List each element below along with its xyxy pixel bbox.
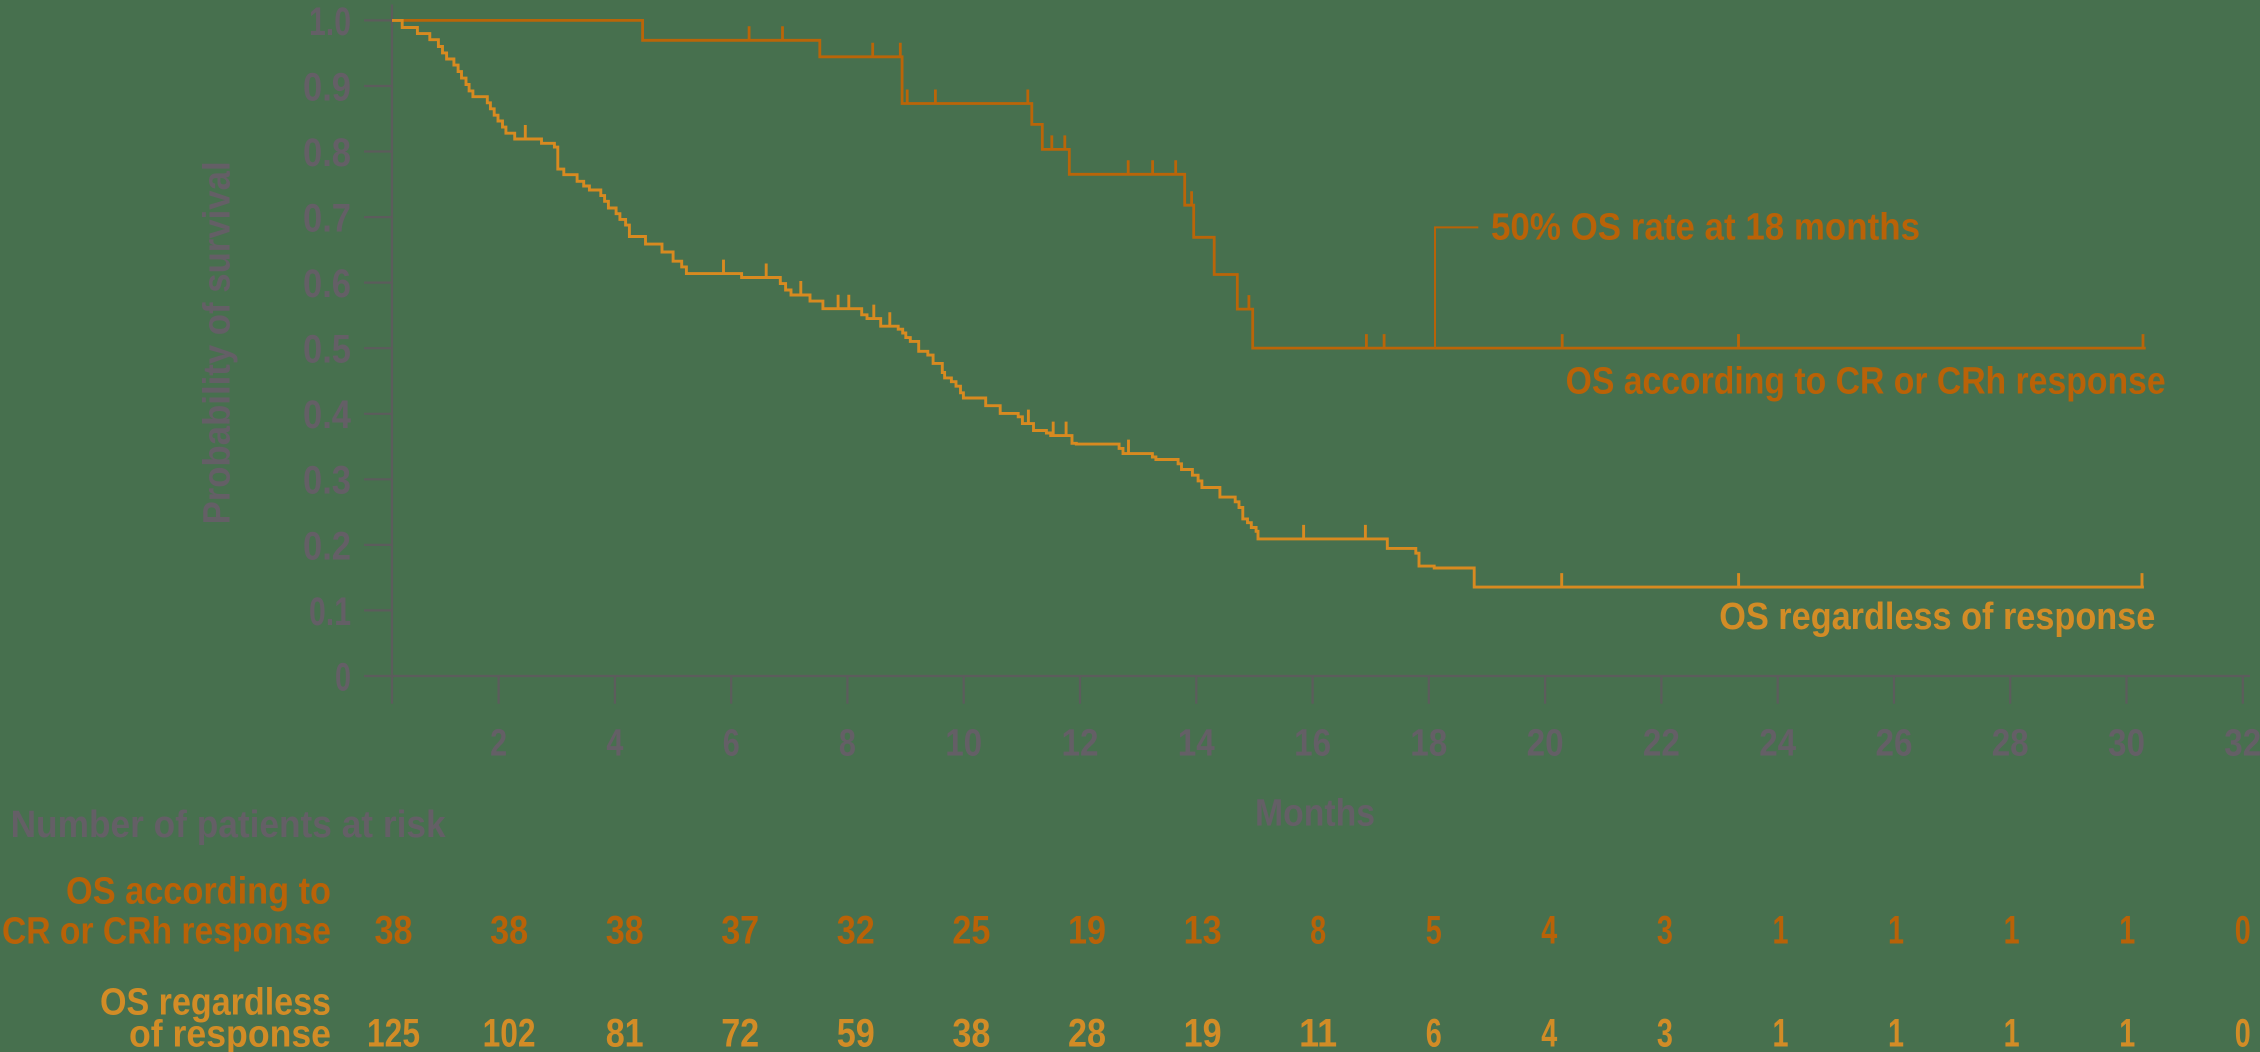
svg-text:12: 12 [1062,723,1099,765]
svg-text:1: 1 [2004,1012,2020,1052]
svg-text:4: 4 [1541,1012,1558,1052]
svg-text:OS regardless of response: OS regardless of response [1719,596,2155,638]
svg-text:1: 1 [1773,1012,1789,1052]
svg-text:Number of patients at risk: Number of patients at risk [11,804,447,846]
svg-text:38: 38 [490,909,528,953]
svg-text:102: 102 [483,1012,536,1052]
svg-text:19: 19 [1068,909,1106,953]
svg-text:125: 125 [367,1012,420,1052]
svg-text:25: 25 [952,909,990,953]
svg-text:32: 32 [2224,723,2260,765]
svg-text:1: 1 [1888,1012,1904,1052]
svg-text:26: 26 [1876,723,1913,765]
svg-text:38: 38 [952,1012,990,1052]
svg-text:28: 28 [1068,1012,1106,1052]
svg-text:16: 16 [1294,723,1331,765]
svg-text:1: 1 [1773,909,1789,953]
svg-text:0.3: 0.3 [303,459,351,503]
svg-text:28: 28 [1992,723,2029,765]
svg-text:32: 32 [837,909,875,953]
svg-text:0.4: 0.4 [303,393,352,437]
svg-text:22: 22 [1643,723,1680,765]
svg-text:CR or CRh response: CR or CRh response [2,911,331,953]
svg-text:8: 8 [1310,909,1326,953]
svg-text:59: 59 [837,1012,875,1052]
svg-text:72: 72 [721,1012,759,1052]
svg-text:1: 1 [2119,909,2135,953]
svg-text:0.6: 0.6 [303,262,351,306]
svg-text:2: 2 [490,723,507,765]
svg-text:0.1: 0.1 [309,590,351,634]
svg-text:Probability of survival: Probability of survival [197,161,239,524]
svg-text:0.9: 0.9 [303,65,351,109]
svg-text:6: 6 [1426,1012,1442,1052]
svg-text:13: 13 [1184,909,1222,953]
svg-text:14: 14 [1178,723,1215,765]
svg-text:0.8: 0.8 [303,131,351,175]
svg-text:OS regardless: OS regardless [100,982,331,1024]
svg-text:20: 20 [1527,723,1564,765]
svg-text:0.5: 0.5 [303,328,351,372]
svg-text:1: 1 [2119,1012,2135,1052]
svg-text:OS according to: OS according to [66,871,331,913]
svg-text:11: 11 [1299,1012,1337,1052]
svg-text:81: 81 [606,1012,644,1052]
svg-text:of response: of response [129,1014,331,1052]
svg-text:OS according to CR or CRh resp: OS according to CR or CRh response [1566,361,2166,403]
svg-text:30: 30 [2108,723,2145,765]
svg-text:1: 1 [1888,909,1904,953]
svg-text:5: 5 [1426,909,1442,953]
svg-text:0.2: 0.2 [303,524,351,568]
svg-text:50% OS rate at 18 months: 50% OS rate at 18 months [1491,207,1920,249]
svg-text:4: 4 [606,723,623,765]
svg-text:10: 10 [945,723,982,765]
svg-text:0: 0 [2235,1012,2251,1052]
svg-text:4: 4 [1541,909,1558,953]
svg-text:8: 8 [839,723,856,765]
svg-text:38: 38 [375,909,413,953]
svg-text:0: 0 [335,655,351,699]
svg-text:0.7: 0.7 [303,197,351,241]
svg-text:Months: Months [1255,793,1375,835]
svg-text:0: 0 [2235,909,2251,953]
svg-text:1: 1 [2004,909,2020,953]
svg-text:18: 18 [1410,723,1447,765]
svg-text:19: 19 [1184,1012,1222,1052]
svg-text:38: 38 [606,909,644,953]
svg-text:3: 3 [1657,1012,1673,1052]
svg-text:3: 3 [1657,909,1673,953]
svg-text:6: 6 [723,723,740,765]
svg-text:24: 24 [1759,723,1796,765]
svg-text:37: 37 [721,909,759,953]
svg-text:1.0: 1.0 [309,0,351,44]
